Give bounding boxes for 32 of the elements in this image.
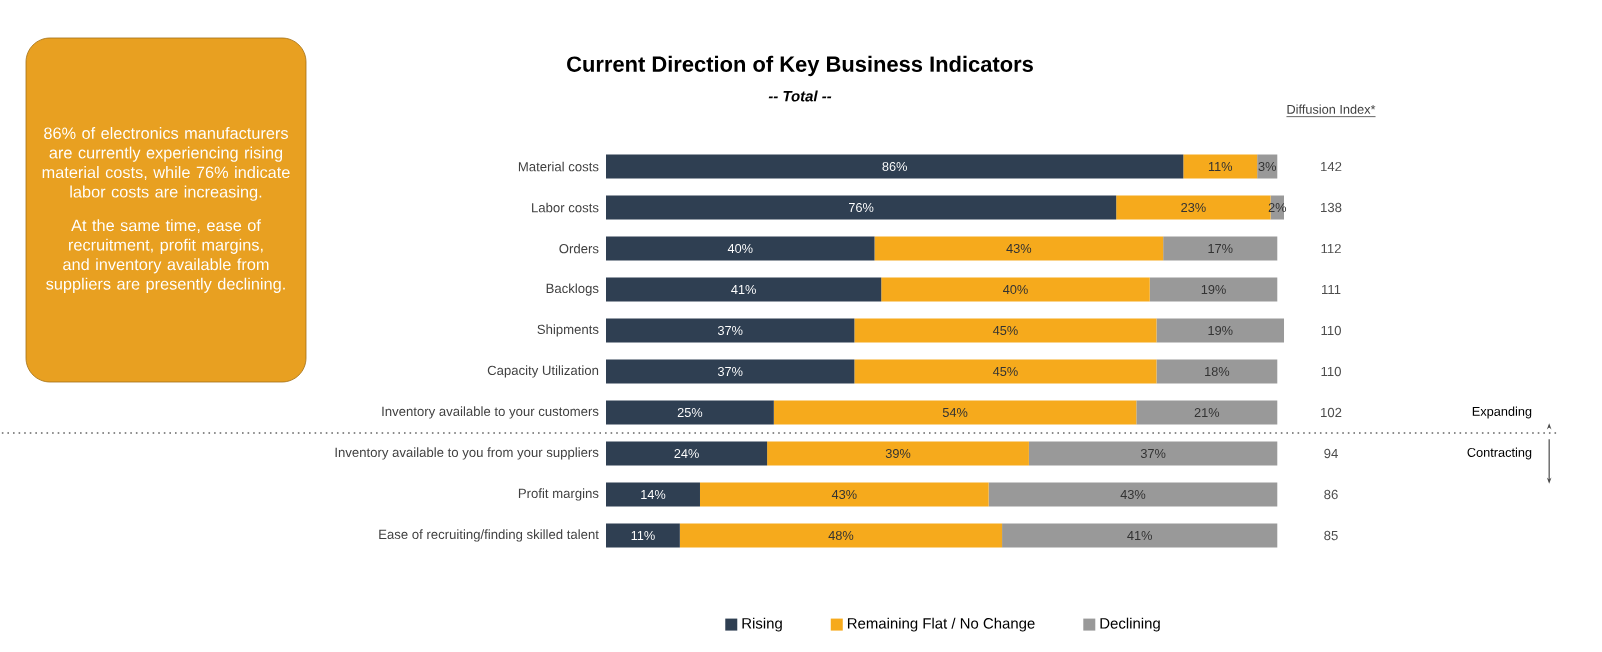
bar: [606, 400, 774, 425]
bar: [854, 318, 1157, 343]
bar: [606, 236, 875, 261]
bar: [606, 441, 768, 466]
text: 86% of electronics manufacturers are currently experiencing rising material costs, while 76% indicate labor costs are increasing.: [42, 127, 290, 201]
bar: [606, 482, 700, 507]
bar: [988, 482, 1278, 507]
bar: [606, 523, 680, 548]
bar: [1257, 154, 1278, 179]
bar: [1183, 154, 1258, 179]
bar: [679, 523, 1003, 548]
bar: [1149, 277, 1278, 302]
bar: [773, 400, 1137, 425]
bar: [1002, 523, 1278, 548]
bar: [1116, 195, 1271, 220]
bar: [606, 154, 1184, 179]
bar: [1028, 441, 1278, 466]
bar: [606, 195, 1117, 220]
bar: [699, 482, 989, 507]
bar: [874, 236, 1164, 261]
text: At the same time, ease of recruitment, profit margins, and inventory available from suppliers are presently declining.: [46, 219, 285, 293]
bar: [1163, 236, 1278, 261]
bar: [1156, 318, 1285, 343]
chart-title: Current Direction of Key Business Indicators: [567, 55, 1033, 77]
bar: [881, 277, 1150, 302]
bar: [854, 359, 1157, 384]
bar: [606, 277, 882, 302]
bar: [1136, 400, 1278, 425]
bar: [767, 441, 1029, 466]
bar: [606, 318, 855, 343]
bar: [606, 359, 855, 384]
bar: [1156, 359, 1278, 384]
